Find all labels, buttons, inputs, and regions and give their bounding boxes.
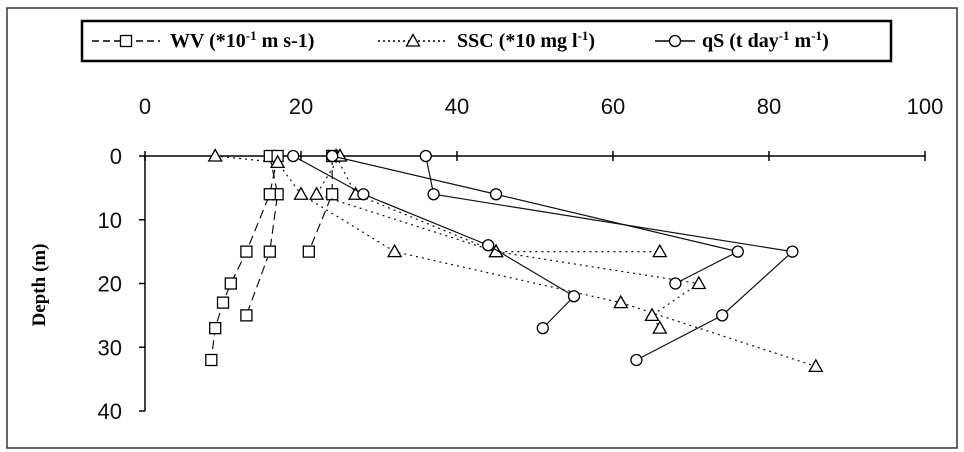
data-point-qs-6-1 bbox=[357, 188, 370, 201]
data-point-qs-8-4 bbox=[630, 353, 643, 367]
data-point-qs-7-0 bbox=[326, 149, 339, 163]
legend-label-ssc: SSC (*10 mg l-1) bbox=[457, 28, 595, 52]
data-point-wv-2-6 bbox=[205, 353, 218, 367]
axes: 0 20 40 60 80 100 0 10 20 30 40 Depth (m) bbox=[29, 94, 943, 424]
data-point-ssc-3-4 bbox=[613, 294, 629, 309]
legend-entry-qs: qS (t day-1 m-1) bbox=[655, 28, 829, 52]
data-point-qs-7-2 bbox=[731, 245, 744, 258]
data-point-qs-8-1 bbox=[427, 188, 440, 201]
legend-marker-0 bbox=[119, 34, 133, 48]
data-point-ssc-5-1 bbox=[308, 186, 325, 200]
x-tick-label-20: 20 bbox=[289, 94, 313, 119]
data-point-ssc-3-1 bbox=[269, 154, 286, 169]
data-point-ssc-3-5 bbox=[808, 358, 824, 373]
series-line-ssc-4 bbox=[335, 155, 660, 253]
data-point-ssc-3-3 bbox=[386, 243, 403, 258]
data-point-ssc-5-4 bbox=[644, 307, 660, 322]
legend-label-wv: WV (*10-1 m s-1) bbox=[170, 28, 314, 52]
legend-sample-qs bbox=[655, 34, 695, 48]
data-point-wv-1-3 bbox=[240, 309, 253, 322]
series-line-qs-6 bbox=[292, 155, 575, 329]
data-point-qs-7-3 bbox=[669, 277, 682, 290]
legend-entry-ssc: SSC (*10 mg l-1) bbox=[378, 28, 595, 52]
data-point-ssc-3-0 bbox=[207, 148, 223, 162]
data-point-ssc-4-3 bbox=[652, 243, 668, 258]
data-point-qs-8-3 bbox=[716, 309, 729, 322]
legend: WV (*10-1 m s-1) SSC (*10 mg l-1) qS (t … bbox=[80, 19, 893, 63]
legend-sample-ssc bbox=[378, 33, 448, 47]
data-point-ssc-5-3 bbox=[691, 275, 707, 290]
data-point-ssc-5-5 bbox=[652, 320, 668, 334]
x-tick-label-0: 0 bbox=[139, 94, 151, 119]
y-tick-label-0: 0 bbox=[110, 144, 122, 169]
legend-marker-1 bbox=[405, 33, 421, 47]
data-point-wv-2-1 bbox=[263, 188, 276, 201]
legend-box bbox=[80, 19, 893, 63]
series-line-wv-1 bbox=[245, 155, 279, 316]
series-wv-0 bbox=[302, 149, 339, 258]
data-point-wv-2-4 bbox=[216, 296, 230, 309]
series-wv-2 bbox=[205, 149, 284, 367]
data-point-qs-8-2 bbox=[786, 245, 799, 258]
data-point-wv-2-2 bbox=[240, 245, 253, 258]
series-qs-7 bbox=[326, 149, 744, 290]
data-point-wv-0-2 bbox=[302, 245, 315, 258]
x-tick-label-80: 80 bbox=[757, 94, 781, 119]
series-qs-6 bbox=[287, 149, 581, 335]
data-point-qs-6-4 bbox=[536, 321, 549, 335]
legend-marker-2 bbox=[668, 34, 682, 48]
y-tick-label-20: 20 bbox=[98, 272, 122, 297]
data-point-wv-2-5 bbox=[209, 321, 222, 335]
data-point-wv-2-3 bbox=[224, 277, 237, 290]
legend-label-qs: qS (t day-1 m-1) bbox=[702, 28, 829, 52]
series-ssc-4 bbox=[328, 148, 668, 258]
series-qs-8 bbox=[419, 149, 799, 367]
data-point-wv-1-2 bbox=[263, 245, 276, 258]
legend-sample-wv bbox=[92, 34, 160, 48]
x-tick-label-100: 100 bbox=[907, 94, 944, 119]
data-point-qs-8-0 bbox=[419, 149, 432, 163]
y-tick-label-10: 10 bbox=[98, 208, 122, 233]
data-point-wv-0-1 bbox=[326, 188, 339, 201]
y-tick-label-40: 40 bbox=[98, 399, 122, 424]
series-ssc-3 bbox=[207, 148, 824, 373]
y-ticks: 0 10 20 30 40 bbox=[98, 144, 145, 424]
data-point-qs-7-1 bbox=[489, 188, 503, 201]
series-layer bbox=[205, 148, 824, 373]
figure-frame bbox=[6, 7, 958, 449]
series-wv-1 bbox=[240, 149, 284, 322]
data-point-ssc-3-2 bbox=[293, 186, 309, 200]
data-point-qs-6-2 bbox=[482, 239, 495, 252]
series-line-qs-7 bbox=[332, 155, 740, 285]
series-line-ssc-5 bbox=[315, 155, 701, 329]
x-tick-label-40: 40 bbox=[445, 94, 469, 119]
series-line-ssc-3 bbox=[215, 155, 816, 367]
series-ssc-5 bbox=[308, 148, 707, 334]
data-point-ssc-5-2 bbox=[488, 243, 504, 258]
legend-entry-wv: WV (*10-1 m s-1) bbox=[92, 28, 314, 52]
y-axis-label: Depth (m) bbox=[29, 244, 50, 327]
data-point-qs-6-0 bbox=[287, 149, 300, 163]
y-tick-label-30: 30 bbox=[98, 335, 122, 360]
data-point-qs-6-3 bbox=[567, 290, 581, 303]
series-line-qs-8 bbox=[425, 155, 794, 361]
x-tick-label-60: 60 bbox=[601, 94, 625, 119]
x-ticks: 0 20 40 60 80 100 bbox=[139, 94, 943, 161]
